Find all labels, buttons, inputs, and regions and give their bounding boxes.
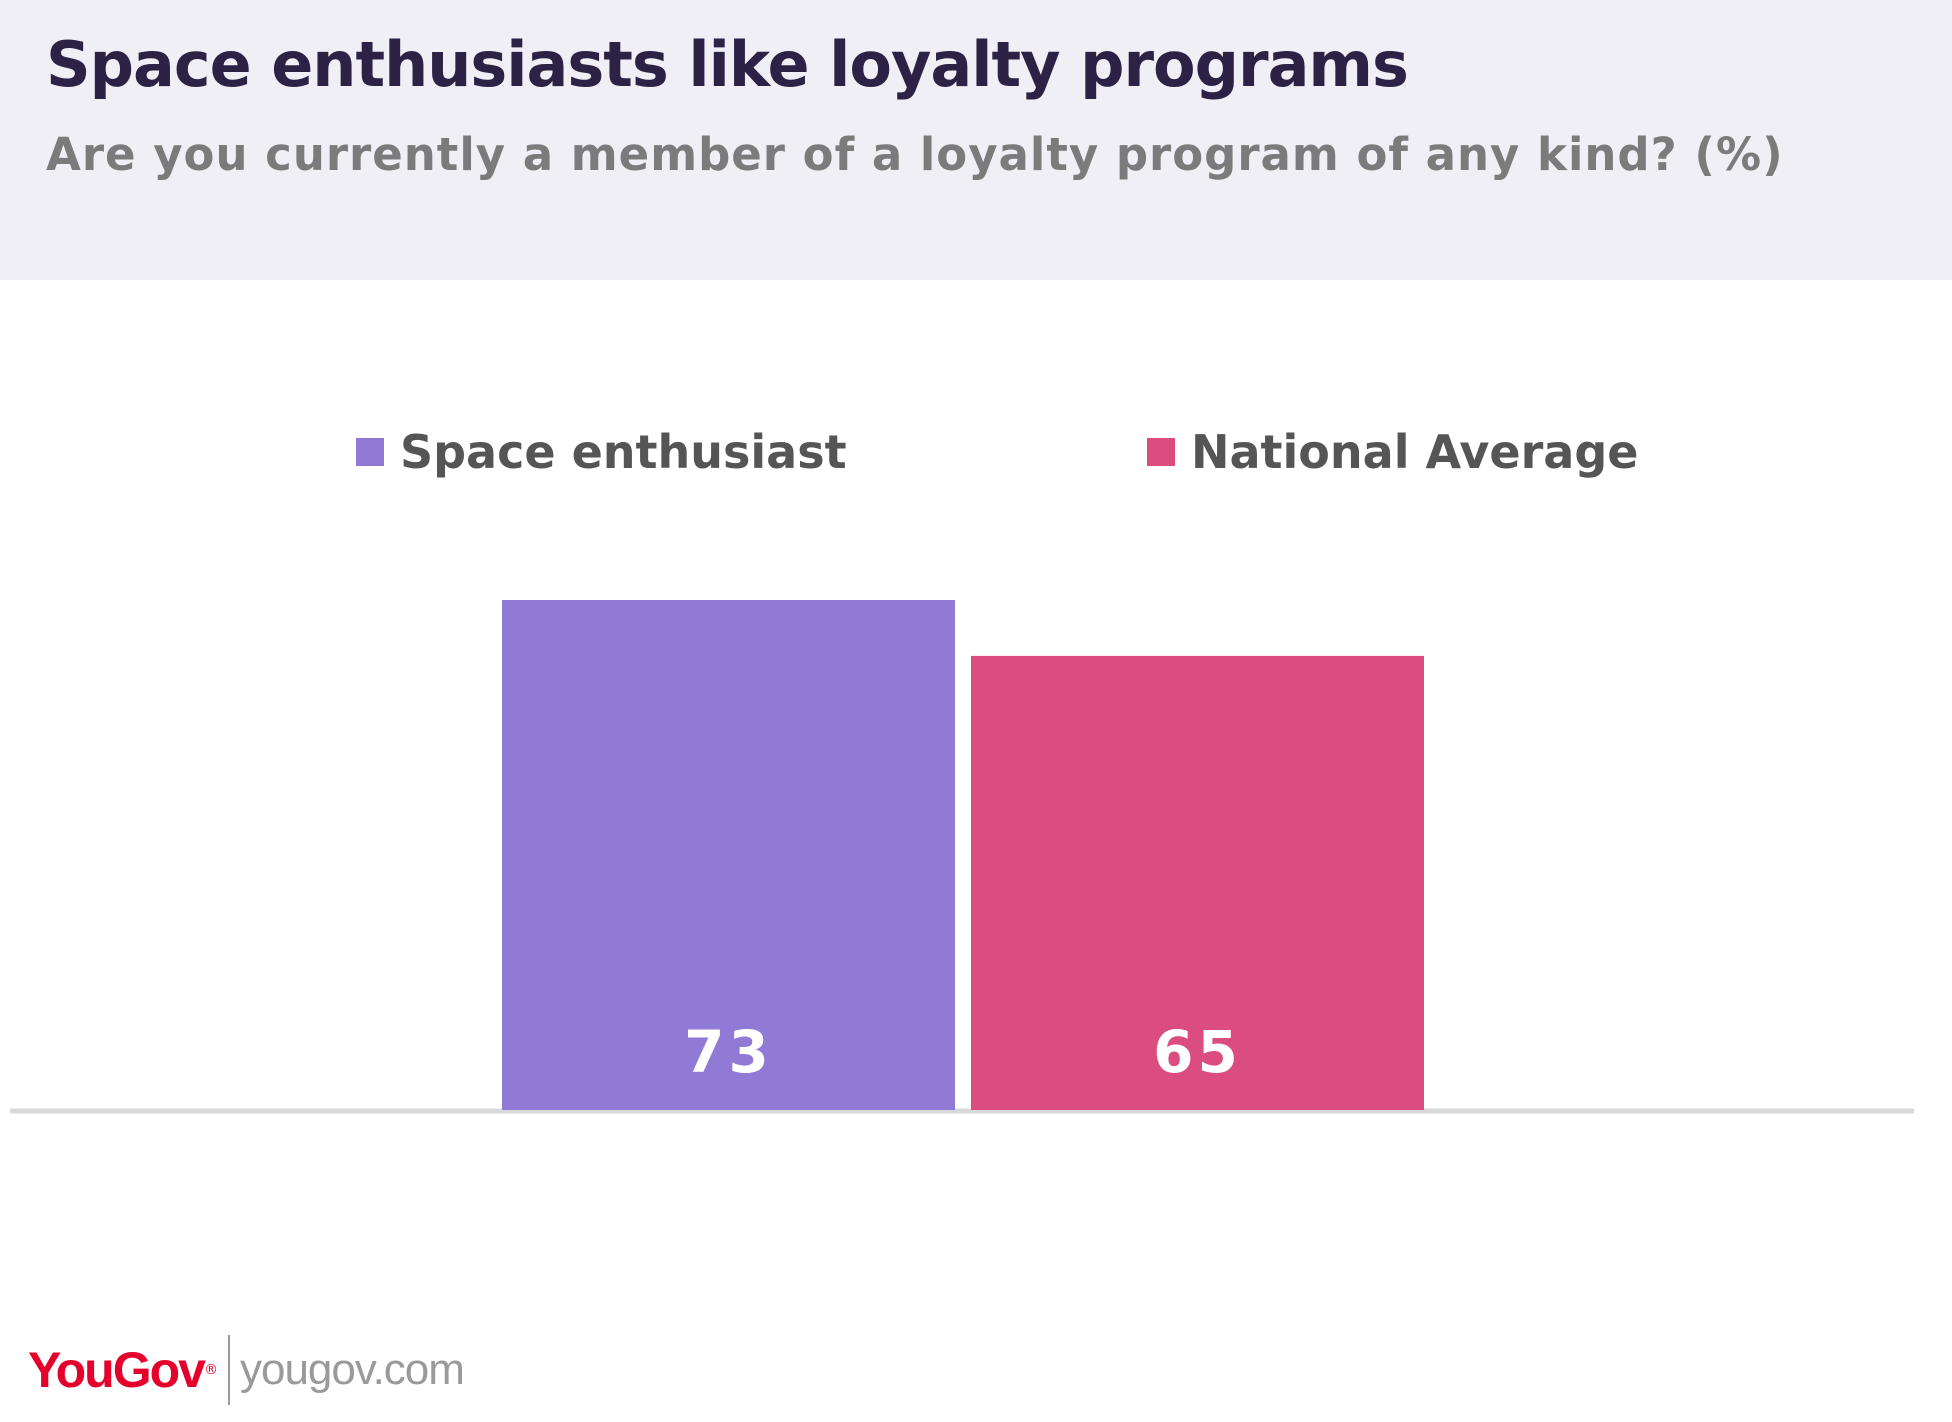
yougov-logo: YouGov xyxy=(28,1342,206,1398)
chart-subtitle: Are you currently a member of a loyalty … xyxy=(46,128,1784,181)
chart-title: Space enthusiasts like loyalty programs xyxy=(46,28,1409,101)
footer-site: yougov.com xyxy=(239,1345,465,1394)
bar-national-average xyxy=(971,655,1424,1110)
data-label-space-enthusiast: 73 xyxy=(684,1018,773,1086)
registered-mark-icon: ® xyxy=(203,1362,218,1378)
footer-divider xyxy=(227,1335,230,1405)
legend-swatch-space-enthusiast xyxy=(356,438,384,466)
bar-space-enthusiast xyxy=(502,600,955,1110)
legend-label-national-average: National Average xyxy=(1191,425,1639,479)
legend-swatch-national-average xyxy=(1147,438,1175,466)
legend-label-space-enthusiast: Space enthusiast xyxy=(400,425,847,479)
footer: YouGov ® yougov.com xyxy=(28,1330,465,1410)
legend-item-space-enthusiast: Space enthusiast xyxy=(356,425,847,479)
chart-header: Space enthusiasts like loyalty programs … xyxy=(0,0,1952,280)
data-label-national-average: 65 xyxy=(1153,1018,1242,1086)
legend-item-national-average: National Average xyxy=(1147,425,1638,479)
chart-legend: Space enthusiast National Average xyxy=(0,425,1952,485)
